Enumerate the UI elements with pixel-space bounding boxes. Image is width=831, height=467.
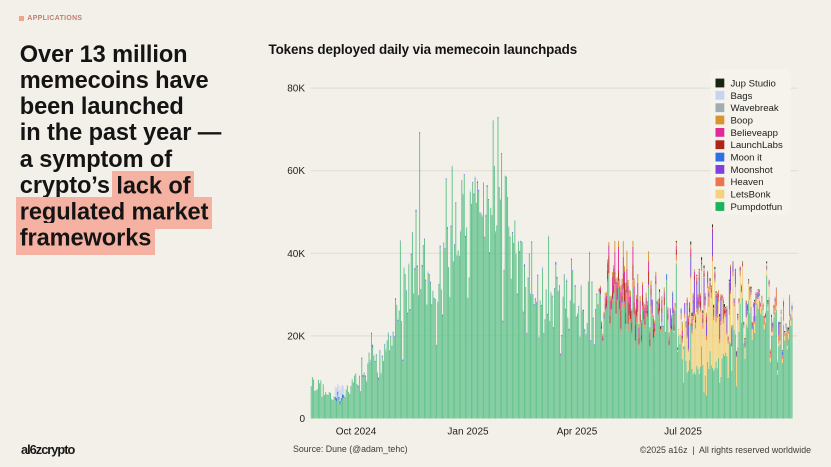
svg-text:Jan 2025: Jan 2025 <box>447 427 489 438</box>
svg-text:LetsBonk: LetsBonk <box>731 190 771 201</box>
svg-text:Boop: Boop <box>731 115 753 126</box>
svg-text:Oct 2024: Oct 2024 <box>336 427 377 438</box>
svg-text:Wavebreak: Wavebreak <box>731 103 779 114</box>
svg-text:40K: 40K <box>287 249 305 260</box>
svg-text:Believeapp: Believeapp <box>731 128 778 139</box>
svg-text:LaunchLabs: LaunchLabs <box>731 140 783 151</box>
svg-text:80K: 80K <box>287 84 305 95</box>
svg-text:20K: 20K <box>287 331 305 342</box>
svg-text:60K: 60K <box>287 166 305 177</box>
svg-text:Jup Studio: Jup Studio <box>731 78 776 89</box>
svg-text:Bags: Bags <box>731 91 753 102</box>
svg-text:Jul 2025: Jul 2025 <box>664 427 702 438</box>
svg-text:Moonshot: Moonshot <box>731 165 773 176</box>
svg-text:0: 0 <box>299 414 305 425</box>
svg-text:Pumpdotfun: Pumpdotfun <box>731 202 783 213</box>
svg-text:Heaven: Heaven <box>731 177 764 188</box>
svg-text:Apr 2025: Apr 2025 <box>557 427 598 438</box>
svg-text:Moon it: Moon it <box>731 153 763 164</box>
